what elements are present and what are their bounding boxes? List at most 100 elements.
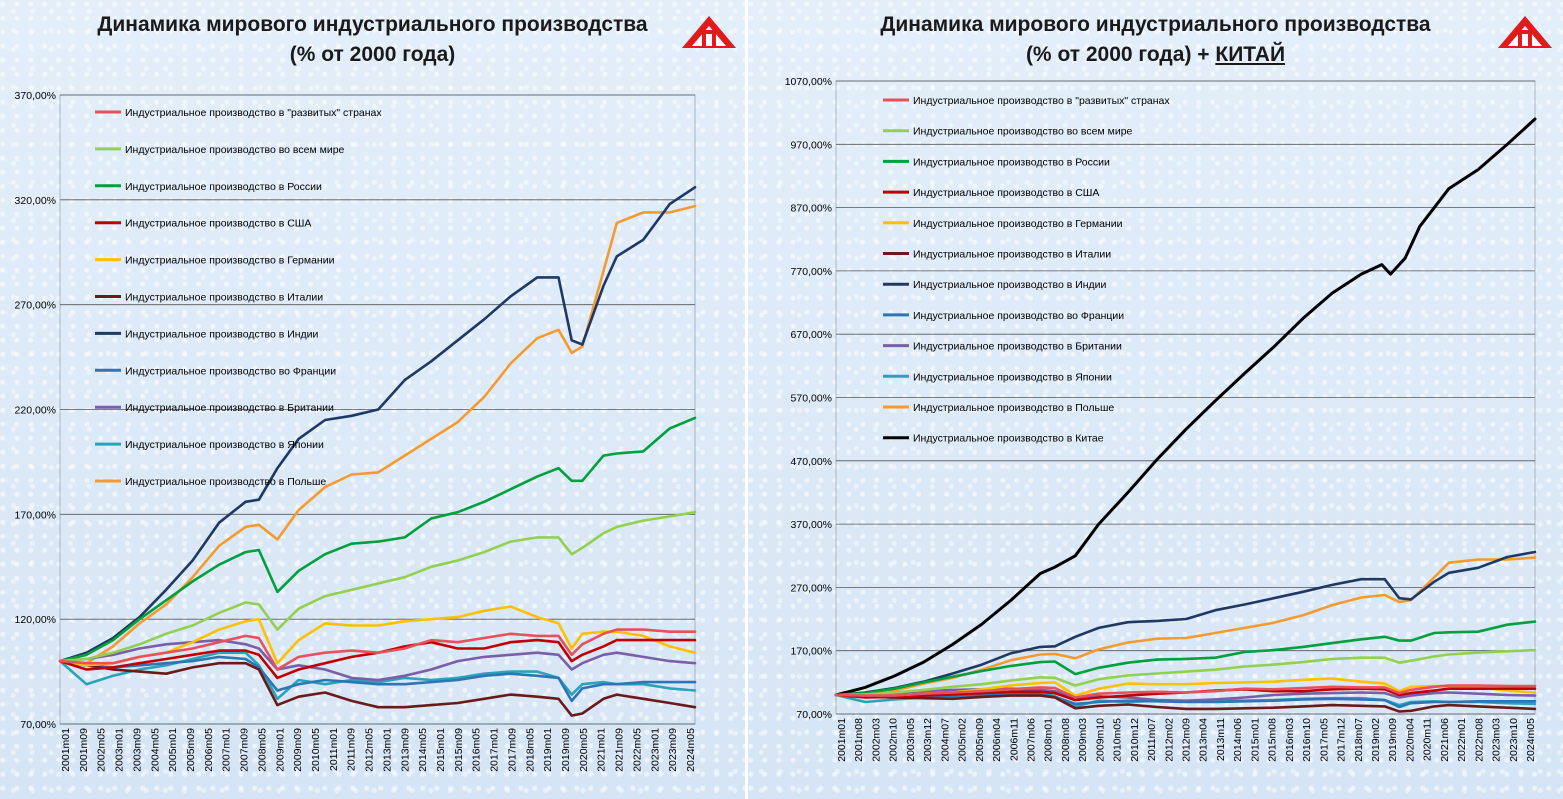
left-x-tick-label: 2005m01 — [167, 728, 179, 772]
left-title-line1: Динамика мирового индустриального произв… — [97, 13, 648, 36]
right-x-tick-label: 2021m06 — [1439, 718, 1451, 762]
right-x-tick-label: 2020m11 — [1422, 718, 1434, 761]
right-title-line1: Динамика мирового индустриального произв… — [880, 13, 1431, 36]
right-x-tick-label: 2020m04 — [1404, 718, 1416, 762]
right-x-tick-label: 2004m07 — [939, 718, 951, 762]
left-y-tick-label: 70,00% — [20, 719, 56, 731]
right-y-tick-label: 870,00% — [791, 203, 832, 215]
left-x-tick-label: 2018m05 — [524, 728, 536, 772]
right-series-line-italy — [834, 693, 1537, 713]
right-x-tick-label: 2008m08 — [1060, 718, 1072, 762]
right-x-tick-label: 2016m03 — [1284, 718, 1296, 762]
left-x-tick-label: 2017m09 — [506, 728, 518, 772]
left-x-tick-label: 2020m05 — [578, 728, 590, 772]
right-legend-label-britain: Индустриальное производство в Британии — [913, 341, 1122, 353]
right-x-tick-label: 2008m01 — [1043, 718, 1055, 762]
right-y-tick-label: 270,00% — [791, 582, 832, 594]
left-series-line-poland — [58, 204, 697, 665]
left-x-tick-label: 2019m01 — [542, 728, 554, 772]
left-x-tick-label: 2024m05 — [685, 728, 697, 772]
left-x-tick-label: 2009m01 — [274, 728, 286, 772]
left-legend-label-japan: Индустриальное производство в Японии — [125, 439, 324, 451]
right-x-tick-label: 2012m09 — [1181, 718, 1193, 762]
right-x-tick-label: 2024m05 — [1525, 718, 1537, 762]
left-series-line-italy — [58, 659, 697, 717]
left-x-tick-label: 2001m09 — [78, 728, 90, 772]
right-chart-panel: Динамика мирового индустриального произв… — [748, 0, 1563, 799]
right-y-tick-label: 170,00% — [791, 646, 832, 658]
left-series-line-russia — [58, 416, 697, 663]
left-line-chart: 70,00% 120,00% 170,00% 220,00% 270,00% 320,00… — [15, 90, 697, 772]
right-series-line-russia — [834, 620, 1537, 697]
right-x-tick-label: 2019m02 — [1370, 718, 1382, 762]
left-y-tick-label: 120,00% — [15, 614, 56, 626]
left-x-tick-label: 2013m01 — [381, 728, 393, 772]
left-x-tick-label: 2015m09 — [453, 728, 465, 772]
right-x-tick-label: 2019m09 — [1387, 718, 1399, 762]
left-series-line-world — [58, 510, 697, 663]
right-legend-label-russia: Индустриальное производство в России — [913, 156, 1110, 168]
left-series-line-france — [58, 655, 697, 703]
right-legend-label-germany: Индустриальное производство в Германии — [913, 218, 1123, 230]
left-x-tick-label: 2004m05 — [149, 728, 161, 772]
logo-icon-right — [1498, 16, 1552, 48]
left-x-tick-label: 2012m05 — [364, 728, 376, 772]
left-x-tick-label: 2014m05 — [417, 728, 429, 772]
right-series-line-india — [834, 550, 1537, 697]
left-chart-title: Динамика мирового индустриального произв… — [0, 10, 745, 70]
right-x-tick-label: 2010m12 — [1129, 718, 1141, 762]
right-title-line2: (% от 2000 года) + КИТАЙ — [748, 40, 1563, 70]
left-x-tick-label: 2001m01 — [60, 728, 72, 772]
left-x-tick-label: 2008m05 — [256, 728, 268, 772]
right-y-tick-label: 470,00% — [791, 456, 832, 468]
right-x-tick-label: 2006m04 — [991, 718, 1003, 762]
left-title-line2: (% от 2000 года) — [289, 43, 456, 66]
right-x-tick-label: 2011m07 — [1146, 718, 1158, 761]
left-x-tick-label: 2023m01 — [649, 728, 661, 772]
right-x-tick-label: 2015m01 — [1249, 718, 1261, 762]
right-x-tick-label: 2006m11 — [1008, 718, 1020, 761]
left-legend-label-poland: Индустриальное производство в Польше — [125, 476, 326, 488]
right-legend-label-france: Индустриальное производство во Франции — [913, 310, 1124, 322]
left-legend-label-developed: Индустриальное производство в "развитых"… — [125, 107, 382, 119]
right-title-line2-prefix: (% от 2000 года) + — [1025, 43, 1216, 66]
right-x-tick-label: 2023m03 — [1491, 718, 1503, 762]
logo-icon — [682, 16, 736, 48]
right-x-tick-label: 2018m07 — [1353, 718, 1365, 762]
right-x-tick-label: 2005m09 — [974, 718, 986, 762]
left-series-line-india — [58, 186, 697, 663]
right-y-tick-label: 1070,00% — [785, 76, 832, 88]
left-legend-label-italy: Индустриальное производство в Италии — [125, 292, 323, 304]
right-series-line-poland — [834, 556, 1537, 697]
right-legend-label-developed: Индустриальное производство в "развитых"… — [913, 95, 1170, 107]
right-legend-label-poland: Индустриальное производство в Польше — [913, 402, 1114, 414]
panel-divider — [745, 0, 748, 799]
left-y-tick-label: 170,00% — [15, 509, 56, 521]
right-x-tick-label: 2003m12 — [922, 718, 934, 762]
left-x-tick-label: 2010m05 — [310, 728, 322, 772]
right-y-tick-label: 770,00% — [791, 266, 832, 278]
right-x-tick-label: 2017m12 — [1336, 718, 1348, 762]
right-x-tick-label: 2013m11 — [1215, 718, 1227, 761]
right-x-tick-label: 2007m06 — [1025, 718, 1037, 762]
left-series-line-developed — [58, 628, 697, 671]
left-x-tick-label: 2011m09 — [346, 728, 358, 771]
right-x-tick-label: 2009m10 — [1094, 718, 1106, 762]
right-y-tick-label: 370,00% — [791, 519, 832, 531]
right-series-line-china — [834, 117, 1537, 697]
left-y-tick-label: 320,00% — [15, 195, 56, 207]
left-x-tick-label: 2021m01 — [596, 728, 608, 772]
right-legend-label-world: Индустриальное производство во всем мире — [913, 126, 1133, 138]
right-series-line-france — [834, 692, 1537, 709]
left-legend-label-russia: Индустриальное производство в России — [125, 181, 322, 193]
left-x-tick-label: 2007m09 — [239, 728, 251, 772]
left-y-tick-label: 370,00% — [15, 90, 56, 102]
left-legend-label-britain: Индустриальное производство в Британии — [125, 402, 334, 414]
right-series-line-world — [834, 648, 1537, 697]
left-chart-panel: Динамика мирового индустриального произв… — [0, 0, 745, 799]
right-x-tick-label: 2022m01 — [1456, 718, 1468, 762]
left-x-tick-label: 2005m09 — [185, 728, 197, 772]
right-y-tick-label: 570,00% — [791, 393, 832, 405]
right-y-tick-label: 70,00% — [796, 709, 832, 721]
right-x-tick-label: 2012m02 — [1163, 718, 1175, 762]
